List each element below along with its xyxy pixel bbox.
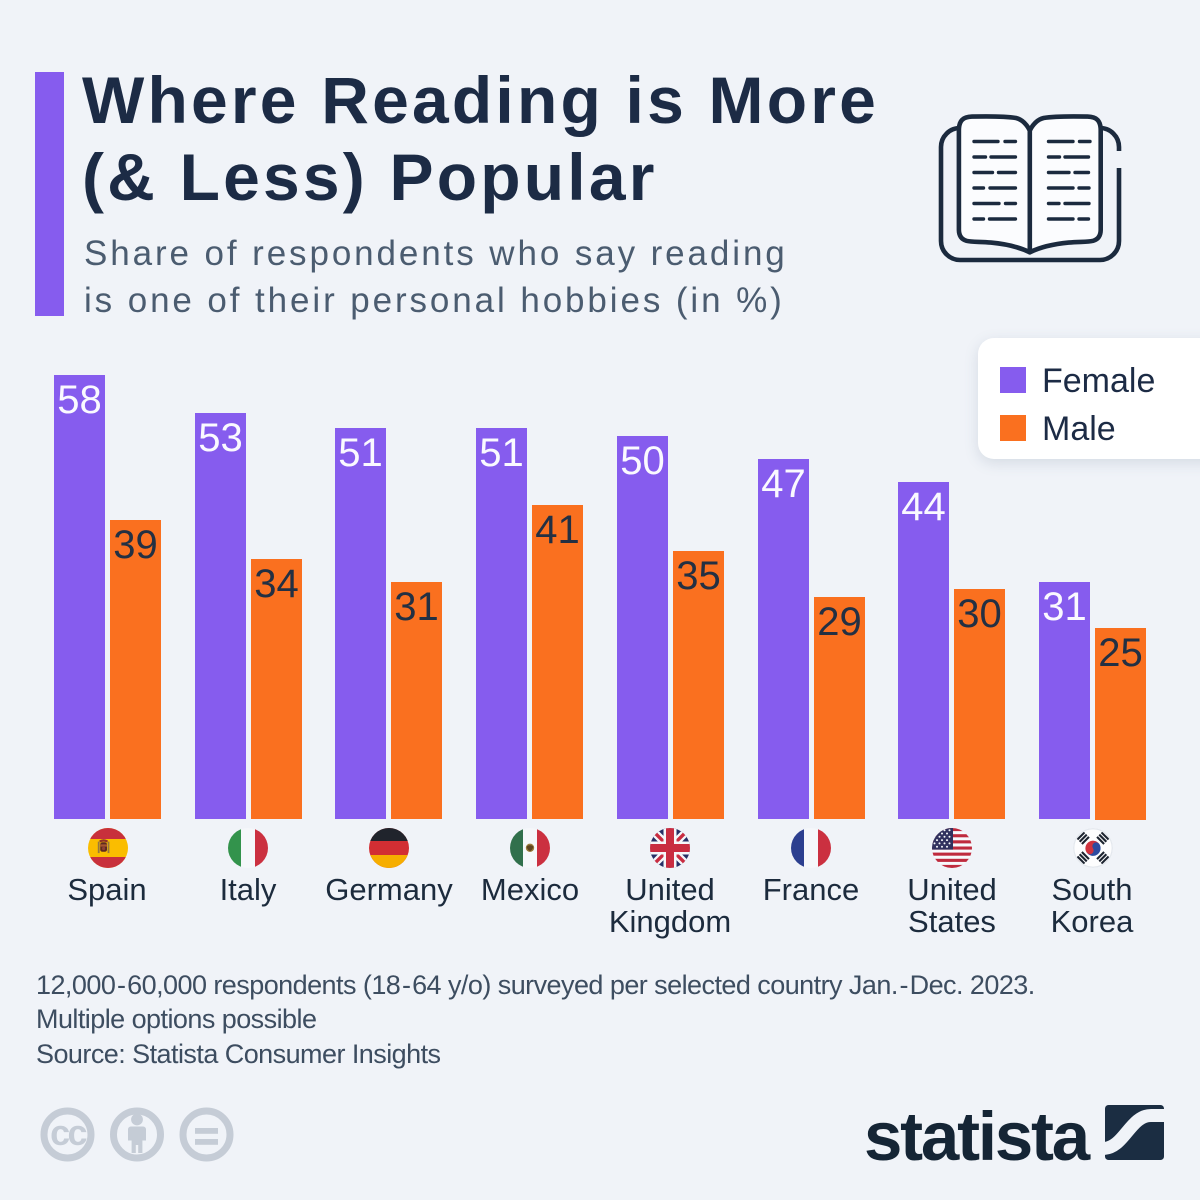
svg-text:cc: cc [50, 1112, 86, 1153]
